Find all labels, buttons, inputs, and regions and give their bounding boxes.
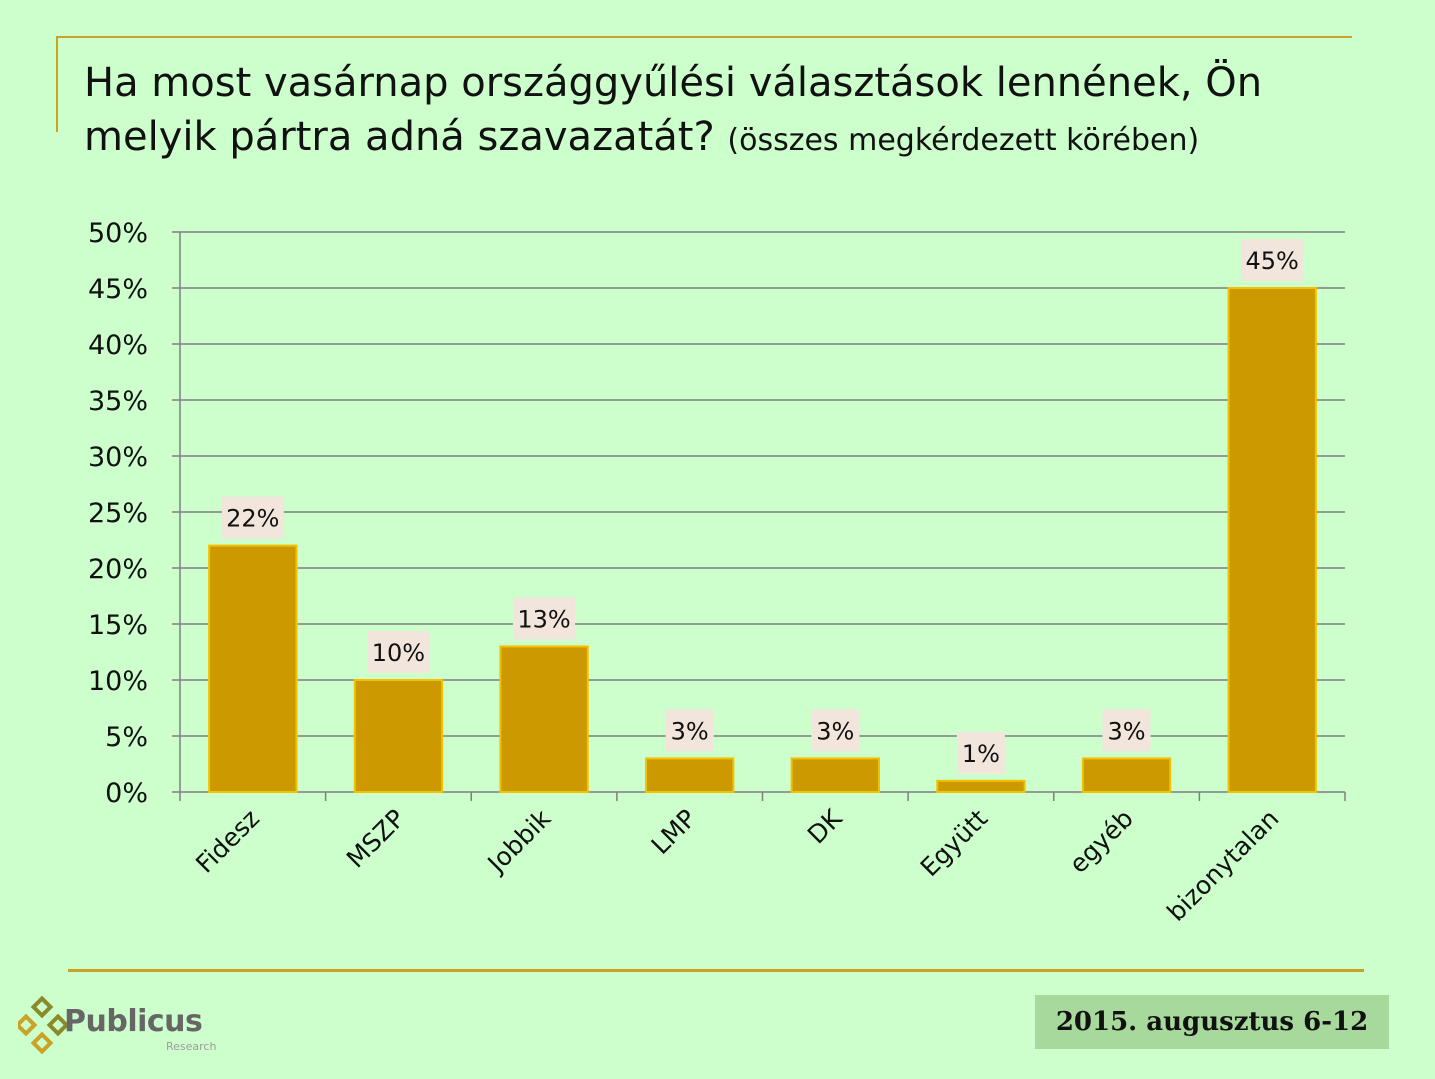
bar-bizonytalan	[1227, 287, 1317, 793]
y-tick-label: 30%	[88, 442, 148, 473]
data-label: 45%	[1246, 247, 1299, 275]
publicus-logo-icon	[18, 995, 70, 1055]
data-label: 3%	[816, 717, 854, 745]
y-tick-label: 50%	[88, 218, 148, 249]
data-label: 13%	[517, 605, 570, 633]
data-label-box	[221, 496, 284, 539]
date-text: 2015. augusztus 6-12	[1055, 1007, 1369, 1037]
footer-rule	[68, 969, 1364, 972]
data-label-box	[956, 731, 1005, 774]
y-tick-label: 15%	[88, 610, 148, 641]
chart-title-main: Ha most vasárnap országgyűlési választás…	[84, 60, 1263, 160]
data-label-box	[1241, 239, 1304, 281]
data-label: 1%	[962, 740, 1000, 768]
data-label-box	[367, 631, 430, 673]
data-label-box	[513, 597, 576, 640]
logo-text: Publicus	[64, 1004, 203, 1039]
title-accent-top	[56, 36, 1352, 38]
data-label: 10%	[372, 639, 425, 667]
y-tick-label: 5%	[105, 722, 148, 753]
bar-dk	[790, 757, 880, 794]
logo-subtext: Research	[166, 1040, 217, 1053]
y-tick-label: 40%	[88, 330, 148, 361]
y-tick-label: 25%	[88, 498, 148, 529]
y-tick-label: 45%	[88, 274, 148, 305]
data-label: 3%	[1108, 717, 1146, 745]
data-label-box	[665, 709, 714, 752]
data-label-box	[811, 709, 860, 752]
date-badge: 2015. augusztus 6-12	[1035, 995, 1389, 1049]
bar-fidesz	[208, 544, 298, 793]
chart-title-sub: (összes megkérdezett körében)	[727, 123, 1200, 158]
bar-jobbik	[499, 645, 589, 794]
y-tick-label: 10%	[88, 666, 148, 697]
bar-mszp	[353, 679, 444, 793]
data-label: 22%	[226, 505, 279, 533]
data-label-box	[1102, 709, 1151, 752]
category-label: MSZP	[341, 804, 411, 874]
data-label: 3%	[671, 717, 709, 745]
bar-együtt	[936, 779, 1026, 793]
y-tick-label: 20%	[88, 554, 148, 585]
category-label: Együtt	[915, 804, 994, 883]
category-label: Fidesz	[190, 804, 265, 879]
chart-title: Ha most vasárnap országgyűlési választás…	[84, 56, 1344, 168]
category-label: LMP	[646, 804, 702, 860]
category-label: DK	[802, 803, 848, 849]
bar-egyéb	[1081, 757, 1172, 794]
category-label: bizonytalan	[1161, 804, 1284, 927]
category-label: Jobbik	[481, 803, 557, 879]
y-tick-label: 35%	[88, 386, 148, 417]
bar-lmp	[645, 757, 735, 794]
category-label: egyéb	[1064, 804, 1139, 879]
title-accent-left	[56, 36, 58, 132]
y-tick-label: 0%	[105, 778, 148, 809]
